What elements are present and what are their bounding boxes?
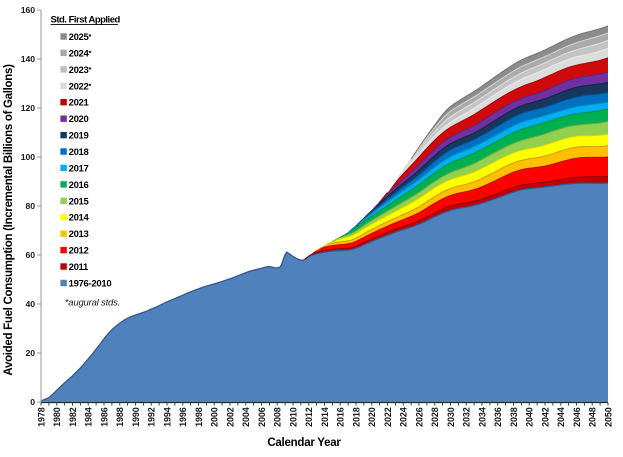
svg-text:2020: 2020 <box>367 407 377 427</box>
svg-text:2024*: 2024* <box>69 48 92 59</box>
svg-text:40: 40 <box>26 299 36 309</box>
svg-text:2014: 2014 <box>69 213 90 224</box>
svg-text:Std. First Applied: Std. First Applied <box>51 15 121 26</box>
svg-text:2042: 2042 <box>540 407 550 427</box>
svg-text:120: 120 <box>21 103 35 113</box>
svg-text:2022: 2022 <box>383 407 393 427</box>
svg-text:2025*: 2025* <box>69 32 92 43</box>
svg-text:2050: 2050 <box>603 407 613 427</box>
svg-text:1994: 1994 <box>162 407 172 427</box>
svg-text:0: 0 <box>30 397 35 407</box>
svg-text:1990: 1990 <box>131 407 141 427</box>
svg-text:Calendar Year: Calendar Year <box>267 437 341 449</box>
svg-text:2015: 2015 <box>69 196 90 207</box>
svg-text:2026: 2026 <box>414 407 424 427</box>
svg-text:2020: 2020 <box>69 114 89 125</box>
svg-text:2011: 2011 <box>69 262 89 273</box>
svg-text:2014: 2014 <box>320 407 330 427</box>
svg-text:2002: 2002 <box>225 407 235 427</box>
svg-text:20: 20 <box>26 348 36 358</box>
svg-text:2046: 2046 <box>572 407 582 427</box>
svg-text:Avoided Fuel Consumption (Incr: Avoided Fuel Consumption (Incremental Bi… <box>3 64 15 376</box>
svg-text:100: 100 <box>21 152 35 162</box>
svg-text:2028: 2028 <box>430 407 440 427</box>
svg-text:1986: 1986 <box>99 407 109 427</box>
svg-text:2012: 2012 <box>304 407 314 427</box>
svg-text:1980: 1980 <box>52 407 62 427</box>
svg-text:1982: 1982 <box>68 407 78 427</box>
svg-text:2032: 2032 <box>462 407 472 427</box>
svg-text:2024: 2024 <box>399 407 409 427</box>
svg-text:1998: 1998 <box>194 407 204 427</box>
svg-text:2012: 2012 <box>69 246 89 257</box>
svg-text:60: 60 <box>26 250 36 260</box>
svg-text:80: 80 <box>26 201 36 211</box>
svg-text:2030: 2030 <box>446 407 456 427</box>
svg-text:2040: 2040 <box>525 407 535 427</box>
svg-text:2017: 2017 <box>69 163 89 174</box>
svg-text:2036: 2036 <box>493 407 503 427</box>
svg-text:2013: 2013 <box>69 229 89 240</box>
svg-text:2018: 2018 <box>351 407 361 427</box>
svg-text:2021: 2021 <box>69 98 90 109</box>
svg-text:1988: 1988 <box>115 407 125 427</box>
svg-text:2006: 2006 <box>257 407 267 427</box>
svg-text:1996: 1996 <box>178 407 188 427</box>
svg-text:2019: 2019 <box>69 131 89 142</box>
svg-text:2044: 2044 <box>556 407 566 427</box>
svg-text:2004: 2004 <box>241 407 251 427</box>
svg-text:2016: 2016 <box>336 407 346 427</box>
svg-text:*augural stds.: *augural stds. <box>65 298 120 309</box>
svg-text:2010: 2010 <box>288 407 298 427</box>
svg-text:2023*: 2023* <box>69 65 92 76</box>
svg-text:2000: 2000 <box>210 407 220 427</box>
svg-text:2048: 2048 <box>588 407 598 427</box>
svg-text:1976-2010: 1976-2010 <box>69 278 112 289</box>
svg-text:160: 160 <box>21 5 35 15</box>
svg-text:1978: 1978 <box>36 407 46 427</box>
svg-text:2018: 2018 <box>69 147 89 158</box>
svg-text:2038: 2038 <box>509 407 519 427</box>
svg-text:2034: 2034 <box>477 407 487 427</box>
svg-text:2008: 2008 <box>273 407 283 427</box>
svg-text:2022*: 2022* <box>69 81 92 92</box>
svg-text:1992: 1992 <box>147 407 157 427</box>
svg-text:140: 140 <box>21 54 35 64</box>
svg-text:2016: 2016 <box>69 180 89 191</box>
svg-text:1984: 1984 <box>84 407 94 427</box>
